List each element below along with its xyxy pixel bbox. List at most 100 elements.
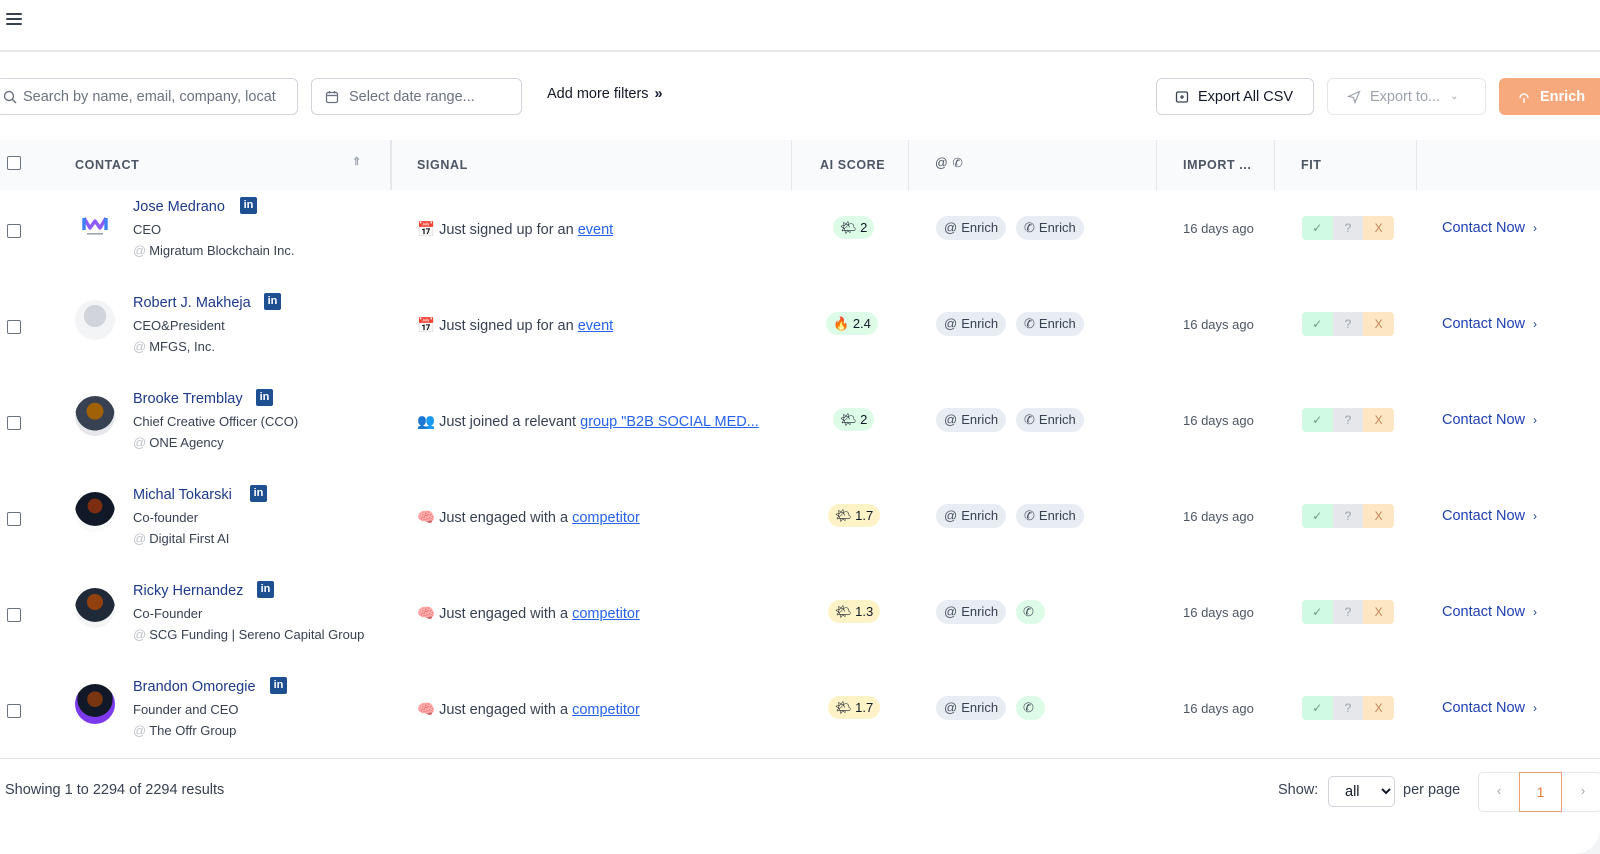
contact-now-button[interactable]: Contact Now ›	[1442, 316, 1537, 332]
fit-yes-button[interactable]: ✓	[1302, 408, 1333, 432]
signal-link[interactable]: competitor	[572, 510, 640, 526]
column-signal[interactable]: SIGNAL	[417, 158, 468, 172]
fit-maybe-button[interactable]: ?	[1332, 312, 1364, 336]
ai-score-value: 1.7	[855, 700, 874, 715]
contact-name-link[interactable]: Brandon Omoregie	[133, 679, 256, 695]
avatar	[75, 396, 115, 436]
email-enrich-button[interactable]: @ Enrich	[936, 408, 1007, 432]
email-enrich-button[interactable]: @ Enrich	[936, 696, 1007, 720]
signal-text: 📅 Just signed up for an event	[417, 221, 613, 238]
export-to-dropdown[interactable]: Export to... ⌄	[1327, 78, 1486, 115]
fit-yes-button[interactable]: ✓	[1302, 312, 1333, 336]
search-input[interactable]	[23, 87, 287, 107]
linkedin-icon[interactable]: in	[270, 677, 287, 694]
contact-title: Co-Founder	[133, 606, 203, 621]
column-contact[interactable]: CONTACT	[75, 158, 140, 172]
phone-found-button[interactable]: ✆	[1016, 600, 1045, 624]
email-enrich-button[interactable]: @ Enrich	[936, 504, 1007, 528]
fit-no-button[interactable]: X	[1363, 216, 1394, 240]
signal-link[interactable]: event	[577, 222, 614, 238]
contact-now-button[interactable]: Contact Now ›	[1442, 508, 1537, 524]
email-enrich-button[interactable]: @ Enrich	[936, 216, 1007, 240]
phone-found-button[interactable]: ✆	[1016, 696, 1045, 720]
contact-now-button[interactable]: Contact Now ›	[1442, 412, 1537, 428]
linkedin-icon[interactable]: in	[256, 389, 273, 406]
date-range-input[interactable]	[349, 87, 515, 107]
fit-yes-button[interactable]: ✓	[1302, 696, 1333, 720]
contact-company: @ MFGS, Inc.	[133, 339, 215, 354]
contact-now-label: Contact Now	[1442, 508, 1526, 524]
select-all-checkbox[interactable]	[7, 156, 21, 170]
phone-enrich-button[interactable]: ✆ Enrich	[1016, 504, 1084, 528]
column-import[interactable]: IMPORT ...	[1183, 158, 1252, 172]
fit-maybe-button[interactable]: ?	[1332, 600, 1364, 624]
row-checkbox[interactable]	[7, 320, 21, 334]
fit-maybe-button[interactable]: ?	[1332, 408, 1364, 432]
fit-no-button[interactable]: X	[1363, 696, 1394, 720]
signal-link[interactable]: competitor	[572, 702, 640, 718]
column-ai-score[interactable]: AI SCORE	[820, 158, 886, 172]
fit-maybe-button[interactable]: ?	[1332, 216, 1364, 240]
fit-yes-button[interactable]: ✓	[1302, 216, 1333, 240]
current-page-button[interactable]: 1	[1519, 772, 1562, 812]
contact-name-link[interactable]: Ricky Hernandez	[133, 583, 244, 599]
fit-no-button[interactable]: X	[1363, 408, 1394, 432]
contact-now-button[interactable]: Contact Now ›	[1442, 604, 1537, 620]
phone-enrich-label: Enrich	[1038, 220, 1076, 235]
phone-enrich-button[interactable]: ✆ Enrich	[1016, 216, 1084, 240]
linkedin-icon[interactable]: in	[264, 293, 281, 310]
enrich-button[interactable]: Enrich	[1499, 78, 1600, 115]
phone-enrich-button[interactable]: ✆ Enrich	[1016, 408, 1084, 432]
row-checkbox[interactable]	[7, 704, 21, 718]
contact-name-link[interactable]: Robert J. Makheja	[133, 295, 251, 311]
signal-link[interactable]: competitor	[572, 606, 640, 622]
row-checkbox[interactable]	[7, 608, 21, 622]
fit-selector: ✓ ? X	[1302, 216, 1394, 240]
fit-maybe-button[interactable]: ?	[1332, 504, 1364, 528]
hamburger-menu-icon[interactable]	[6, 10, 28, 28]
phone-enrich-button[interactable]: ✆ Enrich	[1016, 312, 1084, 336]
fit-no-button[interactable]: X	[1363, 312, 1394, 336]
column-channels[interactable]: @ ✆	[935, 156, 964, 170]
column-divider	[1156, 140, 1157, 190]
signal-link[interactable]: group "B2B SOCIAL MED...	[580, 414, 759, 430]
column-fit[interactable]: FIT	[1301, 158, 1322, 172]
fit-yes-button[interactable]: ✓	[1302, 600, 1333, 624]
linkedin-icon[interactable]: in	[250, 485, 267, 502]
row-checkbox[interactable]	[7, 416, 21, 430]
row-checkbox[interactable]	[7, 224, 21, 238]
add-filters-label: Add more filters	[547, 86, 649, 102]
contact-name-link[interactable]: Brooke Tremblay	[133, 391, 243, 407]
signal-link[interactable]: event	[577, 318, 614, 334]
company-name: Migratum Blockchain Inc.	[149, 243, 295, 258]
export-icon	[1175, 90, 1189, 103]
email-enrich-label: Enrich	[961, 412, 999, 427]
ai-score-value: 1.3	[855, 604, 874, 619]
contact-name-link[interactable]: Michal Tokarski	[133, 487, 232, 503]
phone-enrich-label: Enrich	[1038, 412, 1076, 427]
per-page-select[interactable]: all	[1328, 776, 1395, 807]
add-more-filters-button[interactable]: Add more filters »	[547, 86, 663, 102]
contact-now-button[interactable]: Contact Now ›	[1442, 220, 1537, 236]
next-page-icon[interactable]: ›	[1580, 783, 1586, 798]
signal-description: Just signed up for an	[439, 222, 578, 238]
linkedin-icon[interactable]: in	[257, 581, 274, 598]
date-range-box	[311, 78, 522, 115]
fit-no-button[interactable]: X	[1363, 504, 1394, 528]
linkedin-icon[interactable]: in	[240, 197, 257, 214]
fit-no-button[interactable]: X	[1363, 600, 1394, 624]
score-weather-icon: 🔥	[833, 316, 850, 331]
contact-title: CEO	[133, 222, 162, 237]
contact-name-link[interactable]: Jose Medrano	[133, 199, 225, 215]
fit-yes-button[interactable]: ✓	[1302, 504, 1333, 528]
email-enrich-button[interactable]: @ Enrich	[936, 600, 1007, 624]
prev-page-icon[interactable]: ‹	[1496, 783, 1502, 798]
contact-now-button[interactable]: Contact Now ›	[1442, 700, 1537, 716]
email-enrich-button[interactable]: @ Enrich	[936, 312, 1007, 336]
sort-icon[interactable]: ⇑	[352, 156, 362, 168]
row-checkbox[interactable]	[7, 512, 21, 526]
table-row: Robert J. Makheja in CEO&President @ MFGS…	[0, 281, 1600, 376]
contact-now-label: Contact Now	[1442, 604, 1526, 620]
fit-maybe-button[interactable]: ?	[1332, 696, 1364, 720]
export-all-csv-button[interactable]: Export All CSV	[1156, 78, 1314, 115]
